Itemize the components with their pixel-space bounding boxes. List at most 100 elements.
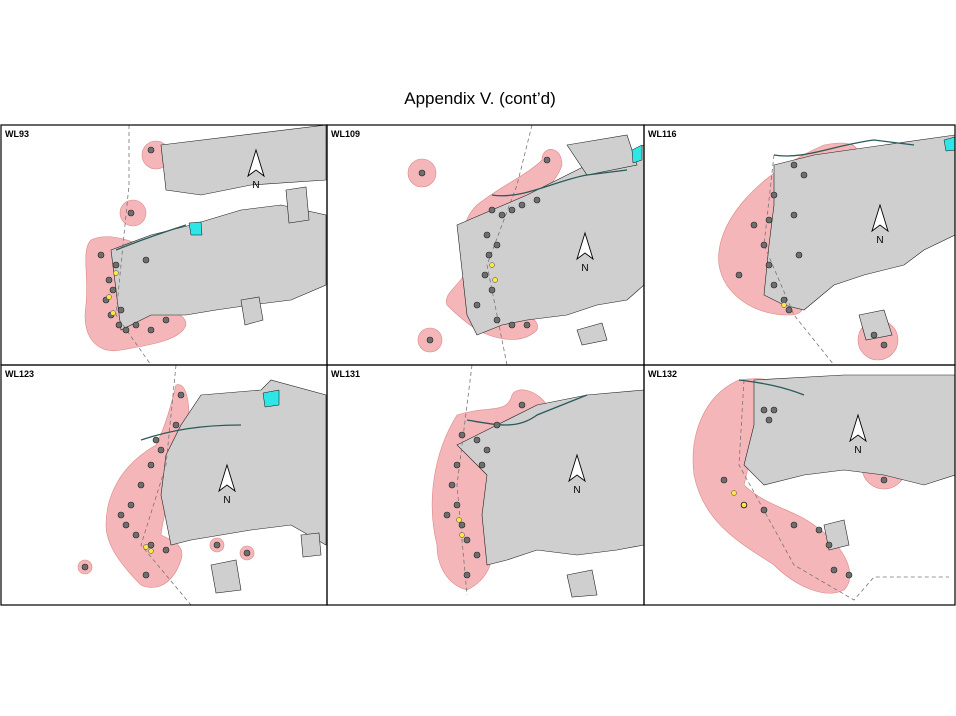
site-point-highlight (459, 532, 465, 538)
site-point (800, 171, 808, 179)
site-point (418, 169, 426, 177)
site-point (488, 206, 496, 214)
site-point (785, 306, 793, 314)
site-point (880, 476, 888, 484)
north-label: N (876, 235, 883, 246)
site-point (770, 406, 778, 414)
site-point (870, 331, 878, 339)
north-arrow (247, 148, 265, 178)
site-point (132, 531, 140, 539)
north-label: N (252, 180, 259, 191)
site-point (815, 526, 823, 534)
site-point (770, 281, 778, 289)
north-arrow (871, 203, 889, 233)
site-point (518, 401, 526, 409)
site-point-highlight (106, 294, 112, 300)
road (140, 424, 242, 441)
site-point (109, 286, 117, 294)
boundary (486, 125, 533, 365)
north-label: N (573, 485, 580, 496)
panel-label: WL93 (5, 129, 29, 139)
map-content (407, 125, 644, 365)
site-point (213, 541, 221, 549)
site-point (117, 511, 125, 519)
site-point (473, 301, 481, 309)
site-point-highlight (489, 262, 495, 268)
boundary (115, 125, 152, 365)
site-point (825, 541, 833, 549)
site-point (483, 446, 491, 454)
map-panel: N WL93 (0, 124, 328, 366)
site-point (458, 521, 466, 529)
site-point (720, 476, 728, 484)
land (763, 134, 955, 311)
site-point-highlight (492, 277, 498, 283)
page-title: Appendix V. (cont’d) (404, 89, 556, 108)
site-point (765, 216, 773, 224)
north-arrow (218, 463, 236, 493)
site-point (483, 231, 491, 239)
site-point (117, 306, 125, 314)
site-point (750, 221, 758, 229)
site-point (147, 146, 155, 154)
water-feature (943, 136, 955, 152)
land (566, 134, 638, 176)
map-content (84, 125, 327, 365)
land (566, 569, 598, 598)
site-point (493, 421, 501, 429)
site-point (498, 211, 506, 219)
land (160, 379, 327, 546)
site-point (795, 251, 803, 259)
site-point (780, 296, 788, 304)
site-point (443, 511, 451, 519)
map-content (718, 134, 955, 365)
site-point (105, 276, 113, 284)
site-point (508, 321, 516, 329)
site-point (735, 271, 743, 279)
land (285, 186, 310, 224)
site-point (162, 546, 170, 554)
site-point (760, 506, 768, 514)
north-label: N (854, 445, 861, 456)
site-point (426, 336, 434, 344)
site-point (845, 571, 853, 579)
map-content (692, 374, 955, 601)
land (858, 309, 893, 341)
panel-frame (643, 364, 956, 606)
boundary (763, 154, 835, 365)
panel-label: WL123 (5, 369, 34, 379)
site-point (523, 321, 531, 329)
site-point (765, 261, 773, 269)
site-point-highlight (143, 544, 149, 550)
site-point (453, 461, 461, 469)
site-point (142, 571, 150, 579)
land (210, 559, 242, 594)
site-point (790, 161, 798, 169)
site-point (172, 421, 180, 429)
road (738, 379, 805, 396)
site-point (830, 566, 838, 574)
site-point (142, 256, 150, 264)
north-arrow (576, 231, 594, 261)
site-point (122, 521, 130, 529)
site-point (97, 251, 105, 259)
site-point (132, 321, 140, 329)
site-point (127, 209, 135, 217)
site-point (493, 316, 501, 324)
site-point (147, 461, 155, 469)
site-point (157, 446, 165, 454)
land (456, 389, 644, 566)
site-point (760, 241, 768, 249)
map-panel: N WL131 (326, 364, 645, 606)
panel-label: WL131 (331, 369, 360, 379)
site-point (533, 196, 541, 204)
site-point (122, 326, 130, 334)
map-panel: N WL109 (326, 124, 645, 366)
site-point (458, 431, 466, 439)
water-feature (631, 144, 643, 164)
site-point (481, 271, 489, 279)
site-point (162, 316, 170, 324)
boundary (456, 365, 473, 596)
site-point (493, 241, 501, 249)
